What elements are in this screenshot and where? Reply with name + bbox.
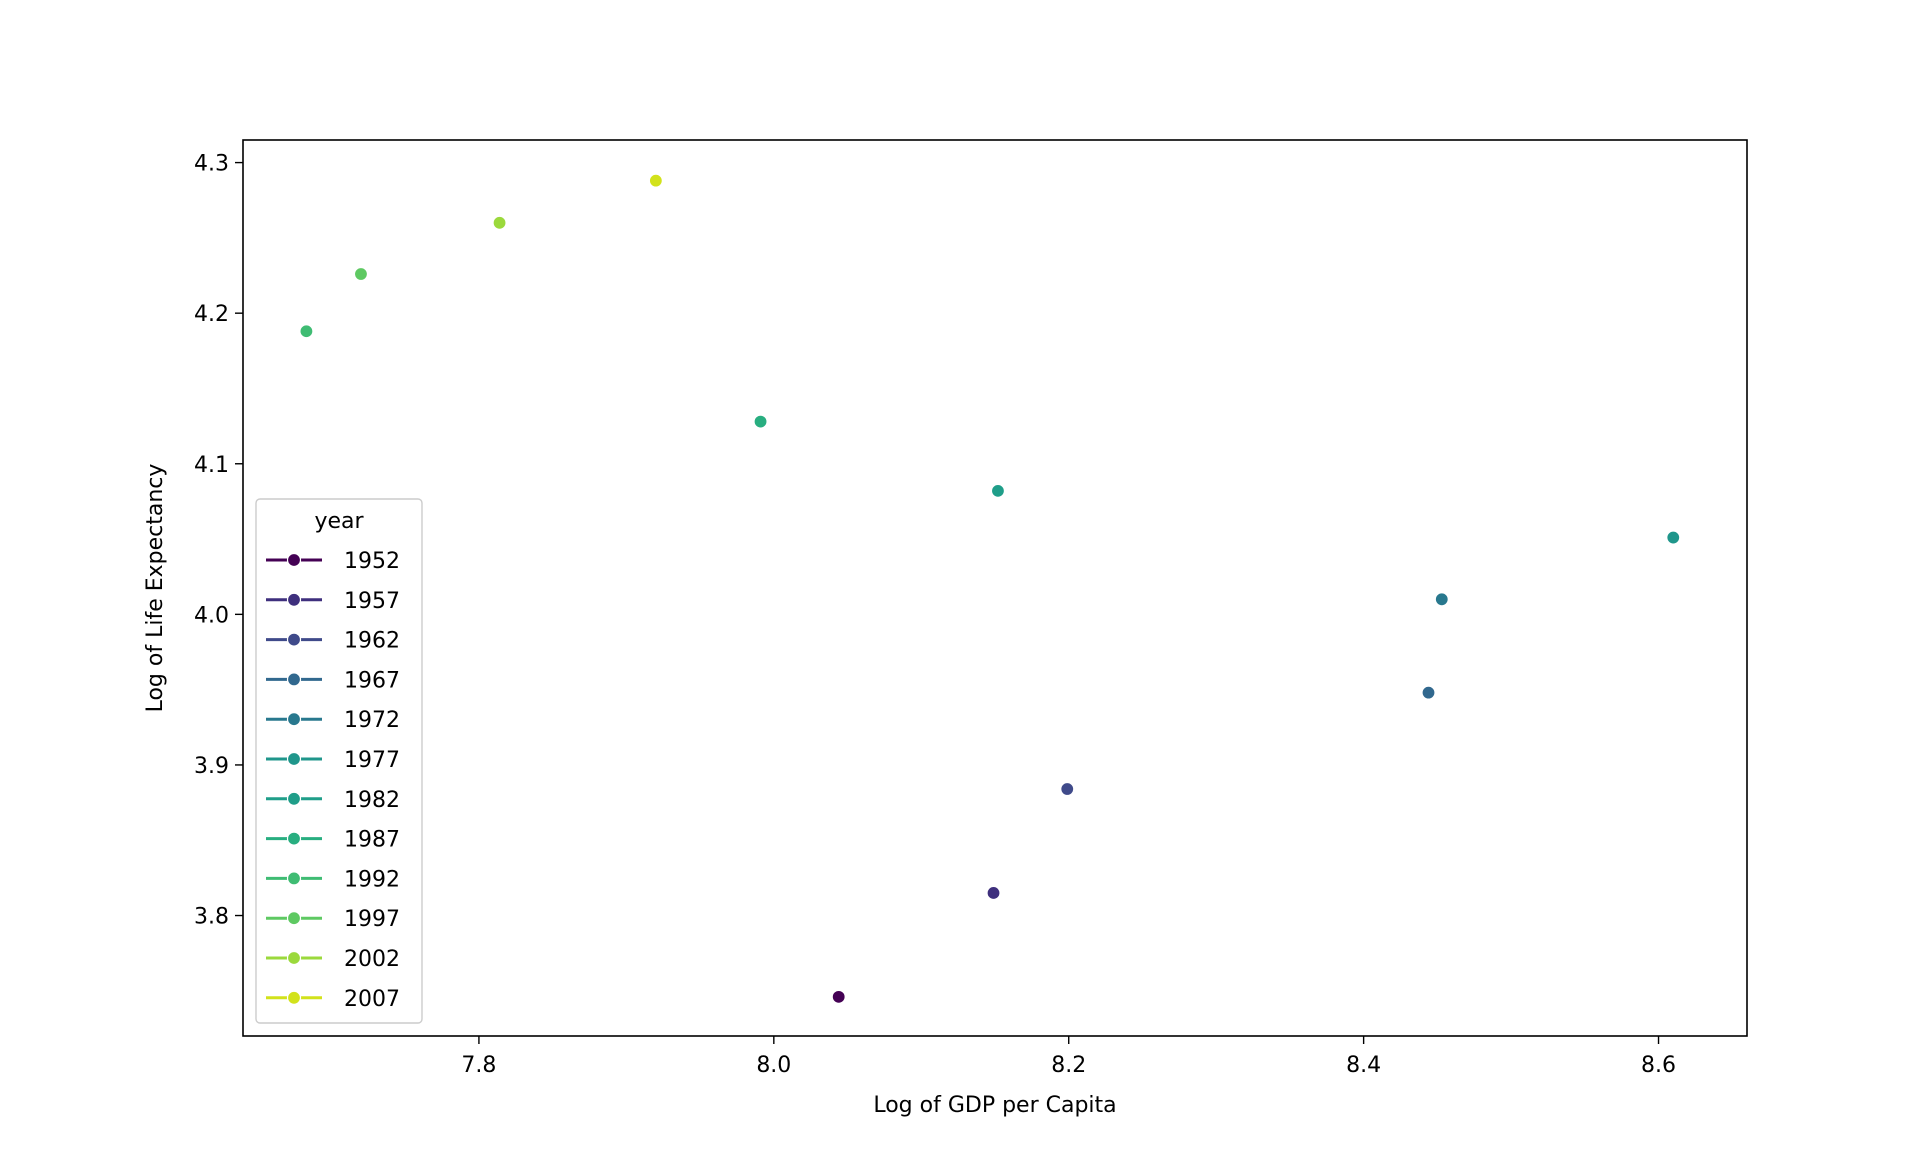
legend-label: 1977 — [344, 748, 400, 773]
legend-label: 1962 — [344, 629, 400, 654]
x-tick-label: 8.6 — [1641, 1053, 1676, 1078]
legend-label: 1997 — [344, 907, 400, 932]
legend-frame — [255, 498, 423, 1024]
legend-item: 1967 — [266, 668, 400, 693]
scatter-point-1952 — [831, 989, 846, 1004]
scatter-point-2002 — [492, 215, 507, 230]
x-tick-label: 7.8 — [461, 1053, 496, 1078]
scatter-points — [299, 173, 1681, 1004]
x-tick-label: 8.2 — [1051, 1053, 1086, 1078]
scatter-point-1997 — [353, 266, 369, 282]
legend-title: year — [314, 509, 364, 534]
scatter-point-1982 — [990, 483, 1006, 498]
legend-item: 1977 — [266, 748, 400, 773]
scatter-point-1987 — [753, 414, 768, 429]
y-tick-label: 3.9 — [194, 754, 229, 779]
y-tick-label: 4.0 — [194, 603, 229, 628]
y-axis-label: Log of Life Expectancy — [143, 464, 168, 713]
legend-marker — [286, 632, 302, 647]
legend-marker — [286, 791, 302, 806]
legend: year 1952 1957 1962 1967 1972 1977 1982 1987 199… — [255, 498, 423, 1024]
x-axis-label: Log of GDP per Capita — [873, 1093, 1116, 1118]
legend-item: 1952 — [266, 549, 400, 574]
legend-item: 2007 — [266, 987, 400, 1012]
scatter-point-1972 — [1434, 592, 1449, 607]
legend-item: 1987 — [266, 828, 400, 853]
legend-label: 1967 — [344, 668, 400, 693]
y-tick-label: 4.2 — [194, 302, 229, 327]
legend-marker — [286, 592, 302, 607]
legend-label: 1992 — [344, 867, 400, 892]
legend-marker — [286, 712, 302, 727]
legend-label: 1982 — [344, 788, 400, 813]
legend-label: 2007 — [344, 987, 400, 1012]
legend-label: 1952 — [344, 549, 400, 574]
legend-label: 1972 — [344, 708, 400, 733]
legend-item: 1972 — [266, 708, 400, 733]
scatter-point-1992 — [299, 324, 314, 339]
legend-item: 1982 — [266, 788, 400, 813]
legend-item: 1992 — [266, 867, 400, 892]
plot-frame — [242, 139, 1748, 1037]
legend-label: 1987 — [344, 828, 400, 853]
legend-label: 1957 — [344, 589, 400, 614]
legend-marker — [286, 950, 302, 966]
scatter-point-1962 — [1060, 781, 1075, 797]
y-tick-label: 4.3 — [194, 152, 229, 177]
legend-item: 2002 — [266, 947, 400, 972]
scatter-point-1967 — [1421, 685, 1436, 700]
legend-marker — [286, 552, 302, 568]
legend-marker — [286, 751, 302, 767]
x-tick-label: 8.4 — [1346, 1053, 1381, 1078]
legend-marker — [286, 911, 302, 926]
legend-items: 1952 1957 1962 1967 1972 1977 1982 1987 1992 1997… — [266, 549, 400, 1012]
legend-marker — [286, 672, 302, 687]
plot-area — [243, 140, 1747, 1036]
y-tick-label: 3.8 — [194, 905, 229, 930]
legend-marker — [286, 871, 302, 886]
scatter-point-2007 — [648, 173, 663, 188]
scatter-point-1977 — [1666, 530, 1681, 545]
scatter-point-1957 — [986, 885, 1001, 901]
x-tick-label: 8.0 — [756, 1053, 791, 1078]
legend-item: 1962 — [266, 629, 400, 654]
legend-item: 1957 — [266, 589, 400, 614]
legend-item: 1997 — [266, 907, 400, 932]
x-axis-ticks: 7.8 8.0 8.2 8.4 8.6 — [461, 1036, 1676, 1078]
y-tick-label: 4.1 — [194, 453, 229, 478]
y-axis-ticks: 3.8 3.9 4.0 4.1 4.2 4.3 — [194, 152, 243, 930]
legend-marker — [286, 831, 302, 846]
legend-label: 2002 — [344, 947, 400, 972]
legend-marker — [286, 990, 302, 1005]
